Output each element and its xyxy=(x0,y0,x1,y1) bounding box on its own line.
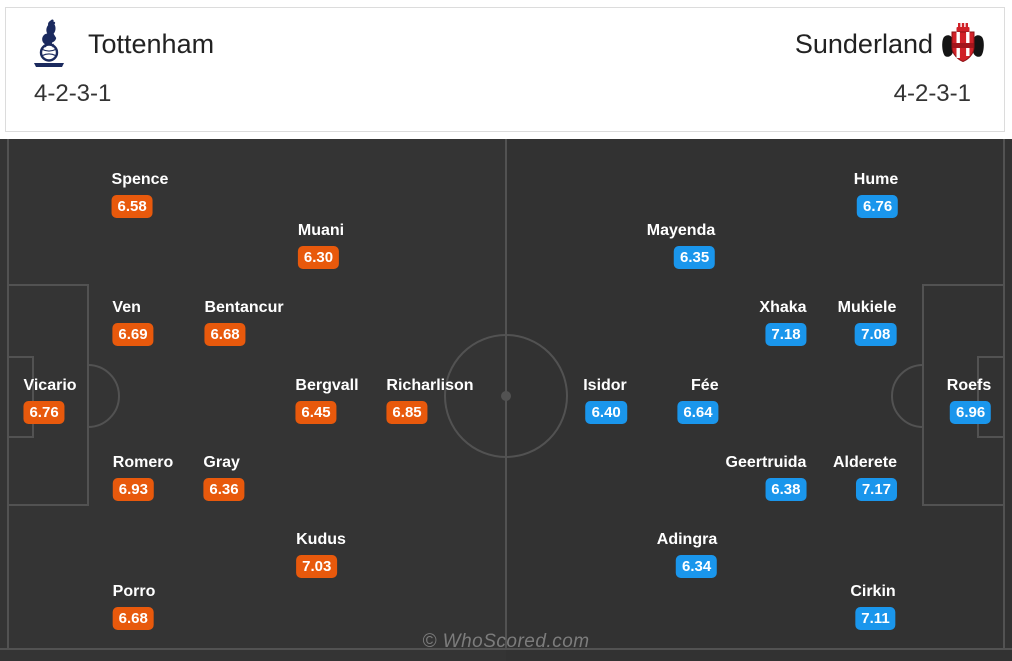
player-home-romero[interactable]: Romero 6.93 xyxy=(112,453,174,501)
home-team-header: Tottenham 4-2-3-1 xyxy=(32,18,214,106)
away-formation: 4-2-3-1 xyxy=(893,80,971,107)
player-away-geertruida[interactable]: Geertruida 6.38 xyxy=(726,453,807,501)
player-rating-badge[interactable]: 6.93 xyxy=(112,478,154,501)
player-name[interactable]: Geertruida xyxy=(725,454,807,471)
player-home-muani[interactable]: Muani 6.30 xyxy=(297,221,345,269)
player-name[interactable]: Porro xyxy=(112,583,156,600)
player-name[interactable]: Fée xyxy=(691,377,719,394)
player-rating-badge[interactable]: 6.85 xyxy=(386,401,428,424)
player-rating-badge[interactable]: 6.34 xyxy=(676,555,718,578)
away-team-name[interactable]: Sunderland xyxy=(794,28,933,59)
player-rating-badge[interactable]: 6.35 xyxy=(674,246,716,269)
tottenham-crest-icon[interactable] xyxy=(32,19,66,69)
player-name[interactable]: Kudus xyxy=(296,531,346,548)
player-away-fée[interactable]: Fée 6.64 xyxy=(677,376,719,424)
player-away-roefs[interactable]: Roefs 6.96 xyxy=(946,376,992,424)
player-name[interactable]: Richarlison xyxy=(386,377,474,394)
player-name[interactable]: Vicario xyxy=(23,377,77,394)
player-home-bergvall[interactable]: Bergvall 6.45 xyxy=(295,376,359,424)
home-team-name[interactable]: Tottenham xyxy=(88,28,215,59)
player-away-cirkin[interactable]: Cirkin 7.11 xyxy=(850,582,896,630)
player-rating-badge[interactable]: 6.58 xyxy=(111,195,153,218)
player-home-porro[interactable]: Porro 6.68 xyxy=(112,582,156,630)
whoscored-watermark: © WhoScored.com xyxy=(422,631,590,652)
player-rating-badge[interactable]: 6.76 xyxy=(23,401,65,424)
player-name[interactable]: Isidor xyxy=(583,377,627,394)
player-name[interactable]: Hume xyxy=(853,171,899,188)
player-away-isidor[interactable]: Isidor 6.40 xyxy=(583,376,627,424)
player-rating-badge[interactable]: 7.03 xyxy=(296,555,338,578)
player-home-bentancur[interactable]: Bentancur 6.68 xyxy=(204,298,284,346)
player-home-vicario[interactable]: Vicario 6.76 xyxy=(23,376,77,424)
player-rating-badge[interactable]: 6.40 xyxy=(585,401,627,424)
player-rating-badge[interactable]: 6.38 xyxy=(765,478,807,501)
player-name[interactable]: Romero xyxy=(112,454,174,471)
player-rating-badge[interactable]: 6.68 xyxy=(112,607,154,630)
player-home-spence[interactable]: Spence 6.58 xyxy=(111,170,169,218)
player-name[interactable]: Bentancur xyxy=(204,299,284,316)
player-name[interactable]: Roefs xyxy=(946,377,992,394)
player-name[interactable]: Spence xyxy=(111,171,169,188)
player-away-adingra[interactable]: Adingra 6.34 xyxy=(656,530,718,578)
away-team-header: Sunderland 4-2-3 xyxy=(795,18,985,106)
player-name[interactable]: Mayenda xyxy=(646,222,716,239)
player-away-alderete[interactable]: Alderete 7.17 xyxy=(832,453,898,501)
player-name[interactable]: Adingra xyxy=(656,531,718,548)
pitch-markings xyxy=(0,139,1012,650)
player-name[interactable]: Mukiele xyxy=(837,299,897,316)
player-rating-badge[interactable]: 7.08 xyxy=(855,323,897,346)
player-away-hume[interactable]: Hume 6.76 xyxy=(853,170,899,218)
player-away-mayenda[interactable]: Mayenda 6.35 xyxy=(646,221,716,269)
player-rating-badge[interactable]: 6.45 xyxy=(295,401,337,424)
player-rating-badge[interactable]: 7.18 xyxy=(765,323,807,346)
player-rating-badge[interactable]: 7.17 xyxy=(855,478,898,501)
player-rating-badge[interactable]: 6.36 xyxy=(203,478,245,501)
player-name[interactable]: Alderete xyxy=(832,454,898,471)
player-home-ven[interactable]: Ven 6.69 xyxy=(112,298,154,346)
player-name[interactable]: Bergvall xyxy=(295,377,359,394)
player-rating-badge[interactable]: 6.30 xyxy=(297,246,340,269)
player-name[interactable]: Ven xyxy=(112,299,141,316)
player-home-richarlison[interactable]: Richarlison 6.85 xyxy=(386,376,474,424)
player-rating-badge[interactable]: 6.64 xyxy=(677,401,719,424)
player-rating-badge[interactable]: 6.96 xyxy=(950,401,992,424)
player-name[interactable]: Cirkin xyxy=(850,583,896,600)
player-away-mukiele[interactable]: Mukiele 7.08 xyxy=(838,298,897,346)
centre-spot xyxy=(501,391,511,401)
formation-pitch: Vicario 6.76 Spence 6.58 Ven 6.69 Romero… xyxy=(0,139,1012,661)
match-header: Tottenham 4-2-3-1 Sunderland xyxy=(5,7,1005,132)
player-rating-badge[interactable]: 6.76 xyxy=(857,195,899,218)
player-name[interactable]: Xhaka xyxy=(759,299,807,316)
player-away-xhaka[interactable]: Xhaka 7.18 xyxy=(759,298,807,346)
player-home-gray[interactable]: Gray 6.36 xyxy=(203,453,245,501)
player-name[interactable]: Muani xyxy=(297,222,345,239)
player-rating-badge[interactable]: 6.68 xyxy=(204,323,246,346)
player-home-kudus[interactable]: Kudus 7.03 xyxy=(296,530,346,578)
player-rating-badge[interactable]: 6.69 xyxy=(112,323,154,346)
player-name[interactable]: Gray xyxy=(203,454,240,471)
player-rating-badge[interactable]: 7.11 xyxy=(855,607,896,630)
home-formation: 4-2-3-1 xyxy=(34,80,112,107)
sunderland-crest-icon[interactable] xyxy=(941,23,985,65)
